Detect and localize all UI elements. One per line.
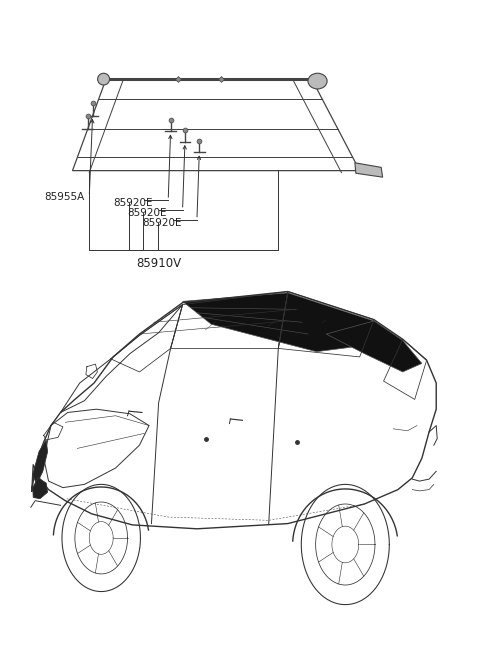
Text: 85920E: 85920E xyxy=(113,198,153,208)
Polygon shape xyxy=(33,440,48,484)
Text: 85910V: 85910V xyxy=(136,257,181,270)
Text: 85955A: 85955A xyxy=(44,192,84,202)
Ellipse shape xyxy=(97,73,109,85)
Ellipse shape xyxy=(308,73,327,89)
Polygon shape xyxy=(326,321,422,372)
Polygon shape xyxy=(33,478,48,498)
Text: 85920E: 85920E xyxy=(142,218,181,228)
Polygon shape xyxy=(355,163,383,177)
Text: 85920E: 85920E xyxy=(128,208,167,218)
Polygon shape xyxy=(182,293,403,352)
